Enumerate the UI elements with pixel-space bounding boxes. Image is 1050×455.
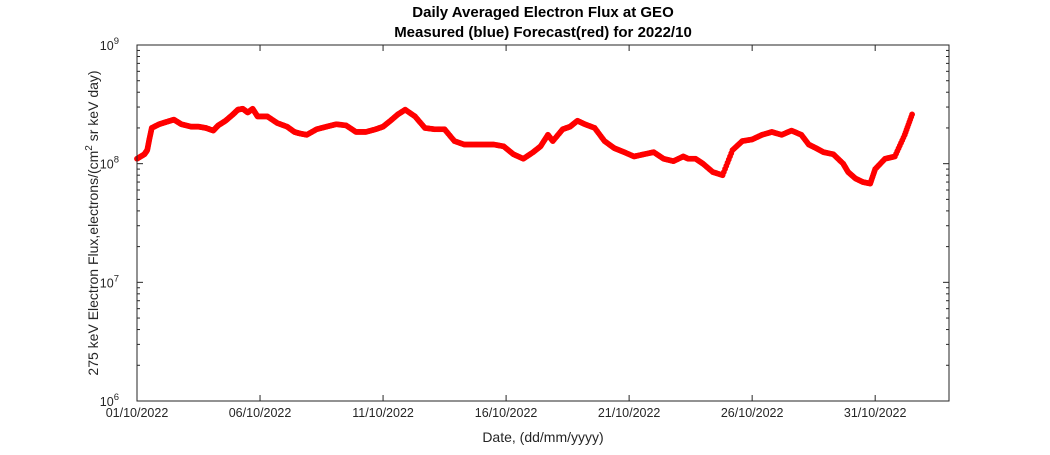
x-tick-label: 16/10/2022 [475, 406, 538, 420]
y-tick-label: 106 [100, 392, 119, 409]
y-tick-label: 108 [100, 155, 119, 172]
data-point [909, 111, 915, 118]
x-axis-label: Date, (dd/mm/yyyy) [482, 429, 603, 445]
x-tick-label: 06/10/2022 [229, 406, 292, 420]
y-axis-label-suffix: sr keV day) [85, 70, 101, 145]
y-tick-label: 109 [100, 36, 119, 53]
y-tick-label: 107 [100, 273, 119, 290]
data-layer [134, 105, 915, 187]
plot-frame [136, 44, 950, 402]
x-tick-label: 01/10/2022 [106, 406, 169, 420]
x-tick-label: 11/10/2022 [352, 406, 414, 420]
y-axis-label: 275 keV Electron Flux,electrons/(cm2 sr … [84, 70, 101, 375]
y-axis-label-prefix: 275 keV Electron Flux,electrons/(cm [85, 151, 101, 376]
y-axis-label-superscript: 2 [84, 145, 95, 151]
x-tick-label: 31/10/2022 [844, 406, 907, 420]
x-tick-label: 21/10/2022 [598, 406, 661, 420]
chart-title: Daily Averaged Electron Flux at GEO [412, 4, 674, 21]
x-tick-label: 26/10/2022 [721, 406, 784, 420]
chart-subtitle: Measured (blue) Forecast(red) for 2022/1… [394, 24, 692, 41]
axes-layer: 01/10/2022 06/10/2022 11/10/2022 16/10/2022… [100, 36, 949, 420]
